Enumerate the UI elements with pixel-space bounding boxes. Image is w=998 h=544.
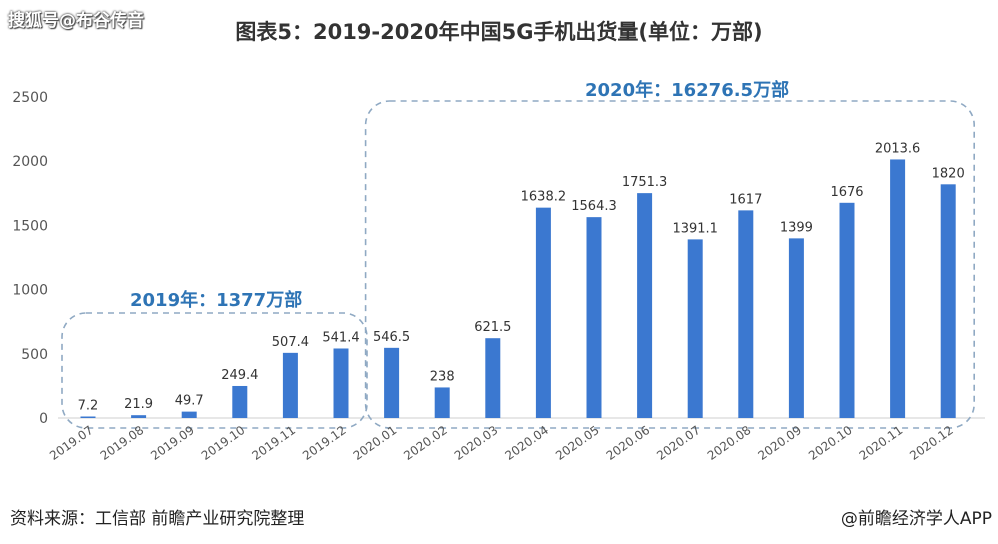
- y-tick-label: 0: [39, 411, 48, 427]
- data-label: 238: [430, 369, 455, 384]
- chart-title: 图表5：2019-2020年中国5G手机出货量(单位：万部): [235, 20, 763, 44]
- bar-layer: [80, 159, 956, 418]
- x-tick-label: 2020.06: [604, 423, 653, 463]
- x-tick-label: 2019.07: [47, 423, 96, 463]
- x-tick-label: 2020.12: [907, 423, 956, 463]
- data-label: 1564.3: [571, 199, 617, 214]
- data-label: 507.4: [272, 335, 309, 350]
- data-label: 21.9: [124, 397, 153, 412]
- data-label: 1638.2: [521, 190, 567, 205]
- bar: [535, 207, 551, 418]
- source-note: 资料来源：工信部 前瞻产业研究院整理: [10, 509, 305, 529]
- bar: [940, 184, 956, 418]
- data-label: 1751.3: [622, 175, 668, 190]
- data-label: 1676: [830, 185, 863, 200]
- data-label: 621.5: [474, 320, 511, 335]
- credit-note: @前瞻经济学人APP: [840, 509, 992, 529]
- data-label: 7.2: [78, 399, 99, 414]
- bar: [738, 210, 754, 418]
- x-tick-label: 2020.01: [351, 423, 400, 463]
- y-tick-label: 2500: [12, 90, 48, 106]
- x-tick-label: 2020.08: [705, 423, 754, 463]
- data-label: 1820: [932, 166, 965, 181]
- x-tick-label: 2020.05: [553, 423, 602, 463]
- x-tick-label: 2020.11: [857, 423, 906, 463]
- x-tick-label: 2020.09: [755, 423, 804, 463]
- x-tick-label: 2019.09: [148, 423, 197, 463]
- bar: [788, 238, 804, 418]
- bar: [637, 193, 653, 418]
- bar: [839, 202, 855, 418]
- x-tick-label: 2020.07: [654, 423, 703, 463]
- annotation-2020-label: 2020年：16276.5万部: [585, 80, 790, 101]
- x-tick-label: 2020.10: [806, 423, 855, 463]
- data-label: 546.5: [373, 330, 410, 345]
- data-label: 1391.1: [672, 221, 718, 236]
- data-label: 249.4: [221, 368, 258, 383]
- data-label: 1399: [780, 220, 813, 235]
- x-tick-label: 2019.10: [199, 423, 248, 463]
- x-tick-label: 2020.04: [502, 423, 551, 463]
- bar: [80, 416, 96, 418]
- x-tick-label: 2020.03: [452, 423, 501, 463]
- annotation-boxes: [61, 100, 975, 429]
- bar: [434, 387, 450, 418]
- x-tick-label: 2019.11: [249, 423, 298, 463]
- annotation-box-2020: [364, 100, 975, 429]
- data-label: 541.4: [322, 330, 359, 345]
- y-tick-label: 2000: [12, 154, 48, 170]
- bar: [282, 352, 298, 418]
- annotation-box-2019: [61, 312, 368, 429]
- bar: [131, 415, 147, 418]
- bar: [890, 159, 906, 418]
- bar: [181, 411, 197, 418]
- data-label: 49.7: [175, 394, 204, 409]
- data-label: 2013.6: [875, 141, 921, 156]
- axis-layer: 0 500 1000 1500 2000 2500: [12, 90, 985, 427]
- bar: [333, 348, 349, 418]
- x-tick-label: 2019.08: [98, 423, 147, 463]
- watermark-text: 搜狐号@布谷传音: [8, 11, 144, 31]
- data-label: 1617: [729, 192, 762, 207]
- bar: [384, 347, 400, 418]
- bar: [232, 385, 248, 418]
- x-tick-label: 2020.02: [401, 423, 450, 463]
- x-tick-label: 2019.12: [300, 423, 349, 463]
- y-tick-label: 500: [21, 347, 48, 363]
- bar: [586, 217, 602, 418]
- annotation-2019-label: 2019年：1377万部: [130, 290, 303, 311]
- bar: [687, 239, 703, 418]
- bar: [485, 338, 501, 418]
- y-tick-label: 1500: [12, 218, 48, 234]
- y-tick-label: 1000: [12, 283, 48, 299]
